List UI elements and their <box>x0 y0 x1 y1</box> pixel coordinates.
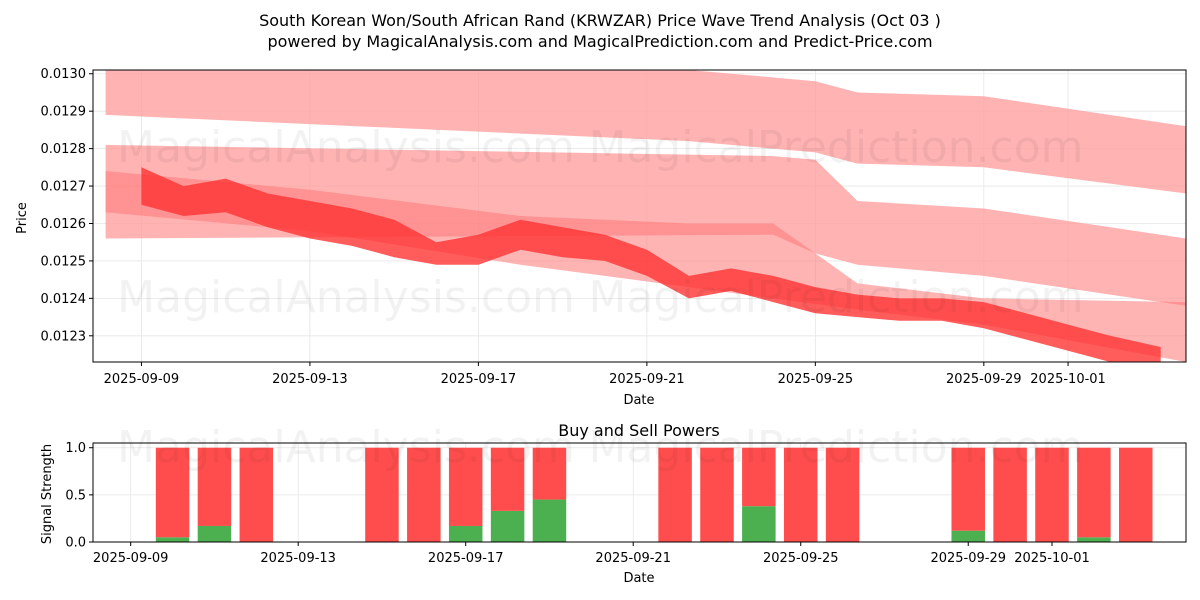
signal-x-tick-label: 2025-09-13 <box>260 551 336 566</box>
buy-bar <box>490 510 525 542</box>
buy-bar <box>1077 537 1111 542</box>
buy-bar <box>155 537 190 542</box>
buy-bar <box>951 530 985 542</box>
buy-sell-title: Buy and Sell Powers <box>558 421 720 440</box>
sell-bar <box>700 447 734 542</box>
price-y-axis-label: Price <box>15 202 30 234</box>
price-x-tick-label: 2025-09-21 <box>609 372 685 387</box>
sell-bar <box>155 447 190 538</box>
sell-bar <box>197 447 232 526</box>
sell-bar <box>407 447 441 542</box>
sell-bar <box>1077 447 1111 538</box>
sell-bar <box>448 447 483 526</box>
sell-bar <box>532 447 567 500</box>
signal-x-tick-label: 2025-09-17 <box>428 551 504 566</box>
sell-bar <box>951 447 985 531</box>
watermark-analysis-bottom: MagicalAnalysis.com <box>117 422 575 473</box>
signal-y-tick-label: 1.0 <box>65 441 86 456</box>
price-y-tick-label: 0.0125 <box>41 254 87 269</box>
sell-bar <box>993 447 1027 542</box>
watermark-prediction-bottom: MagicalPrediction.com <box>589 422 1084 473</box>
watermark-layer: MagicalAnalysis.com MagicalPrediction.co… <box>117 122 1083 473</box>
sell-bar <box>239 447 274 542</box>
price-y-tick-label: 0.0124 <box>41 292 87 307</box>
sell-bar <box>825 447 860 542</box>
signal-y-tick-label: 0.5 <box>65 488 86 503</box>
buy-bar <box>197 525 232 542</box>
central-wave <box>141 167 1161 362</box>
watermark-analysis-top: MagicalAnalysis.com <box>117 122 575 173</box>
price-plot: 2025-09-09 2025-09-13 2025-09-17 2025-09-21… <box>41 67 1187 387</box>
signal-x-axis-label: Date <box>623 571 654 586</box>
price-x-tick-label: 2025-09-17 <box>441 372 517 387</box>
signal-x-tick-label: 2025-09-25 <box>763 551 839 566</box>
signal-plot: 2025-09-09 2025-09-13 2025-09-17 2025-09-21… <box>65 441 1187 566</box>
signal-y-axis-label: Signal Strength <box>40 444 55 544</box>
price-bands <box>105 70 1186 362</box>
chart-title-line1: South Korean Won/South African Rand (KRW… <box>259 11 941 30</box>
watermark-prediction-top: MagicalPrediction.com <box>589 122 1084 173</box>
signal-x-tick-label: 2025-09-29 <box>930 551 1006 566</box>
watermark-analysis-mid: MagicalAnalysis.com <box>117 272 575 323</box>
price-x-tick-label: 2025-09-29 <box>946 372 1022 387</box>
signal-plot-frame <box>92 442 1187 543</box>
price-x-tick-label: 2025-09-13 <box>272 372 348 387</box>
sell-bar <box>658 447 692 542</box>
sell-bar <box>742 447 776 507</box>
price-plot-frame <box>92 69 1187 363</box>
price-y-tick-label: 0.0123 <box>41 329 87 344</box>
price-x-tick-label: 2025-09-09 <box>104 372 180 387</box>
buy-bar <box>532 499 567 542</box>
price-y-tick-label: 0.0126 <box>41 217 87 232</box>
signal-x-tick-label: 2025-10-01 <box>1014 551 1090 566</box>
price-x-tick-label: 2025-09-25 <box>778 372 854 387</box>
buy-bar <box>448 525 483 542</box>
sell-bar <box>1035 447 1069 542</box>
watermark-prediction-mid: MagicalPrediction.com <box>589 272 1084 323</box>
buy-bar <box>742 506 776 542</box>
price-y-tick-label: 0.0128 <box>41 142 87 157</box>
signal-y-tick-label: 0.0 <box>65 536 86 551</box>
price-y-tick-label: 0.0129 <box>41 105 87 120</box>
signal-x-tick-label: 2025-09-09 <box>93 551 169 566</box>
chart-title-line2: powered by MagicalAnalysis.com and Magic… <box>267 32 932 51</box>
price-x-tick-label: 2025-10-01 <box>1030 372 1106 387</box>
sell-bar <box>783 447 818 542</box>
signal-x-tick-label: 2025-09-21 <box>595 551 671 566</box>
price-y-tick-label: 0.0130 <box>41 67 87 82</box>
price-y-tick-label: 0.0127 <box>41 180 87 195</box>
sell-bar <box>490 447 525 511</box>
sell-bar <box>1118 447 1153 542</box>
price-x-axis-label: Date <box>623 393 654 408</box>
sell-bar <box>365 447 399 542</box>
upper-band <box>105 70 1186 194</box>
